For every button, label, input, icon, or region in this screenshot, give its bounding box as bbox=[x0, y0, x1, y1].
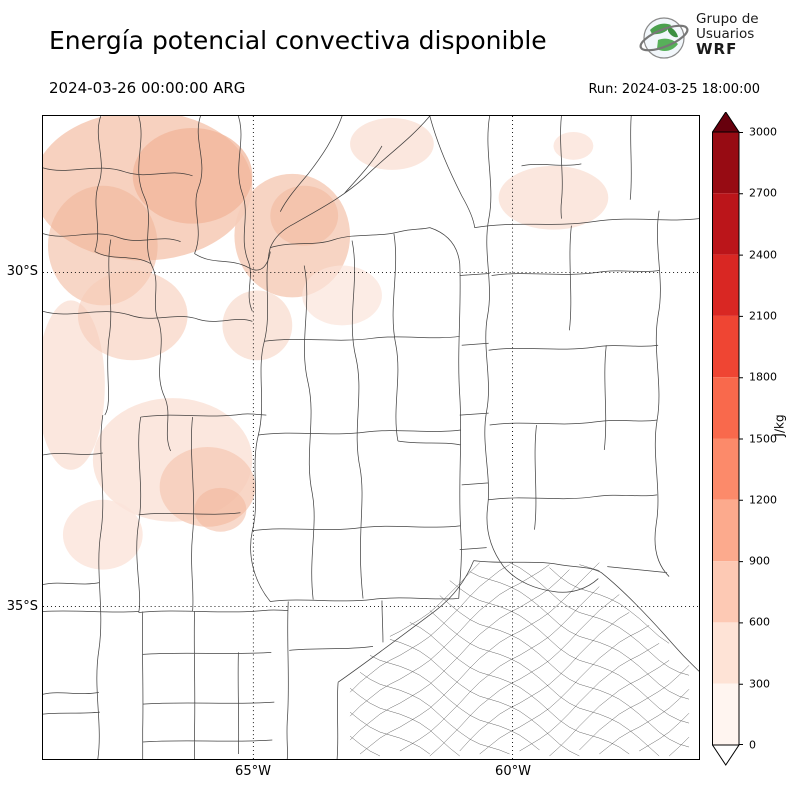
colorbar-tick-label: 2100 bbox=[749, 309, 777, 323]
run-time-label: Run: 2024-03-25 18:00:00 bbox=[588, 82, 760, 97]
colorbar-over-triangle bbox=[712, 112, 740, 133]
cordoba-boundaries bbox=[250, 227, 462, 602]
province-boundaries-layer bbox=[42, 115, 700, 760]
litoral-river-boundaries bbox=[459, 115, 670, 593]
logo-line-1: Grupo de bbox=[696, 11, 759, 27]
colorbar-tick-marks bbox=[739, 132, 743, 745]
lat-label-30s: 30°S bbox=[6, 264, 38, 279]
lon-label-65w: 65°W bbox=[235, 764, 271, 779]
globe-icon bbox=[638, 12, 690, 68]
wrf-logo: Grupo de Usuarios WRF bbox=[638, 10, 788, 66]
northwest-boundaries bbox=[42, 115, 271, 452]
buenos-aires-partidos-mesh bbox=[349, 562, 690, 757]
southern-boundaries bbox=[42, 413, 700, 760]
colorbar-unit-label: J/kg bbox=[772, 414, 787, 437]
colorbar-tick-label: 900 bbox=[749, 554, 770, 568]
map-area bbox=[33, 111, 700, 760]
colorbar-tick-label: 0 bbox=[749, 738, 756, 752]
logo-line-2: Usuarios bbox=[696, 26, 755, 42]
colorbar-tick-label: 1200 bbox=[749, 493, 777, 507]
colorbar-under-triangle bbox=[712, 744, 740, 766]
logo-line-3: WRF bbox=[696, 40, 738, 58]
colorbar bbox=[712, 112, 743, 766]
colorbar-tick-label: 1500 bbox=[749, 432, 777, 445]
colorbar-tick-label: 3000 bbox=[749, 125, 777, 139]
colorbar-ticks: 3000 2700 2400 2100 1800 1500 1200 900 6… bbox=[749, 126, 791, 752]
lat-label-35s: 35°S bbox=[6, 599, 38, 614]
cape-shading-layer bbox=[33, 111, 609, 570]
colorbar-tick-label: 300 bbox=[749, 677, 770, 691]
valid-time-label: 2024-03-26 00:00:00 ARG bbox=[49, 79, 246, 97]
page-title: Energía potencial convectiva disponible bbox=[49, 26, 547, 55]
colorbar-tick-label: 2400 bbox=[749, 248, 777, 262]
colorbar-tick-label: 1800 bbox=[749, 370, 777, 384]
logo-text: Grupo de Usuarios WRF bbox=[696, 12, 759, 57]
map-canvas bbox=[33, 111, 700, 760]
colorbar-tick-label: 2700 bbox=[749, 186, 777, 200]
north-central-boundaries bbox=[269, 115, 700, 248]
lon-label-60w: 60°W bbox=[495, 764, 531, 779]
colorbar-tick-label: 600 bbox=[749, 615, 770, 629]
